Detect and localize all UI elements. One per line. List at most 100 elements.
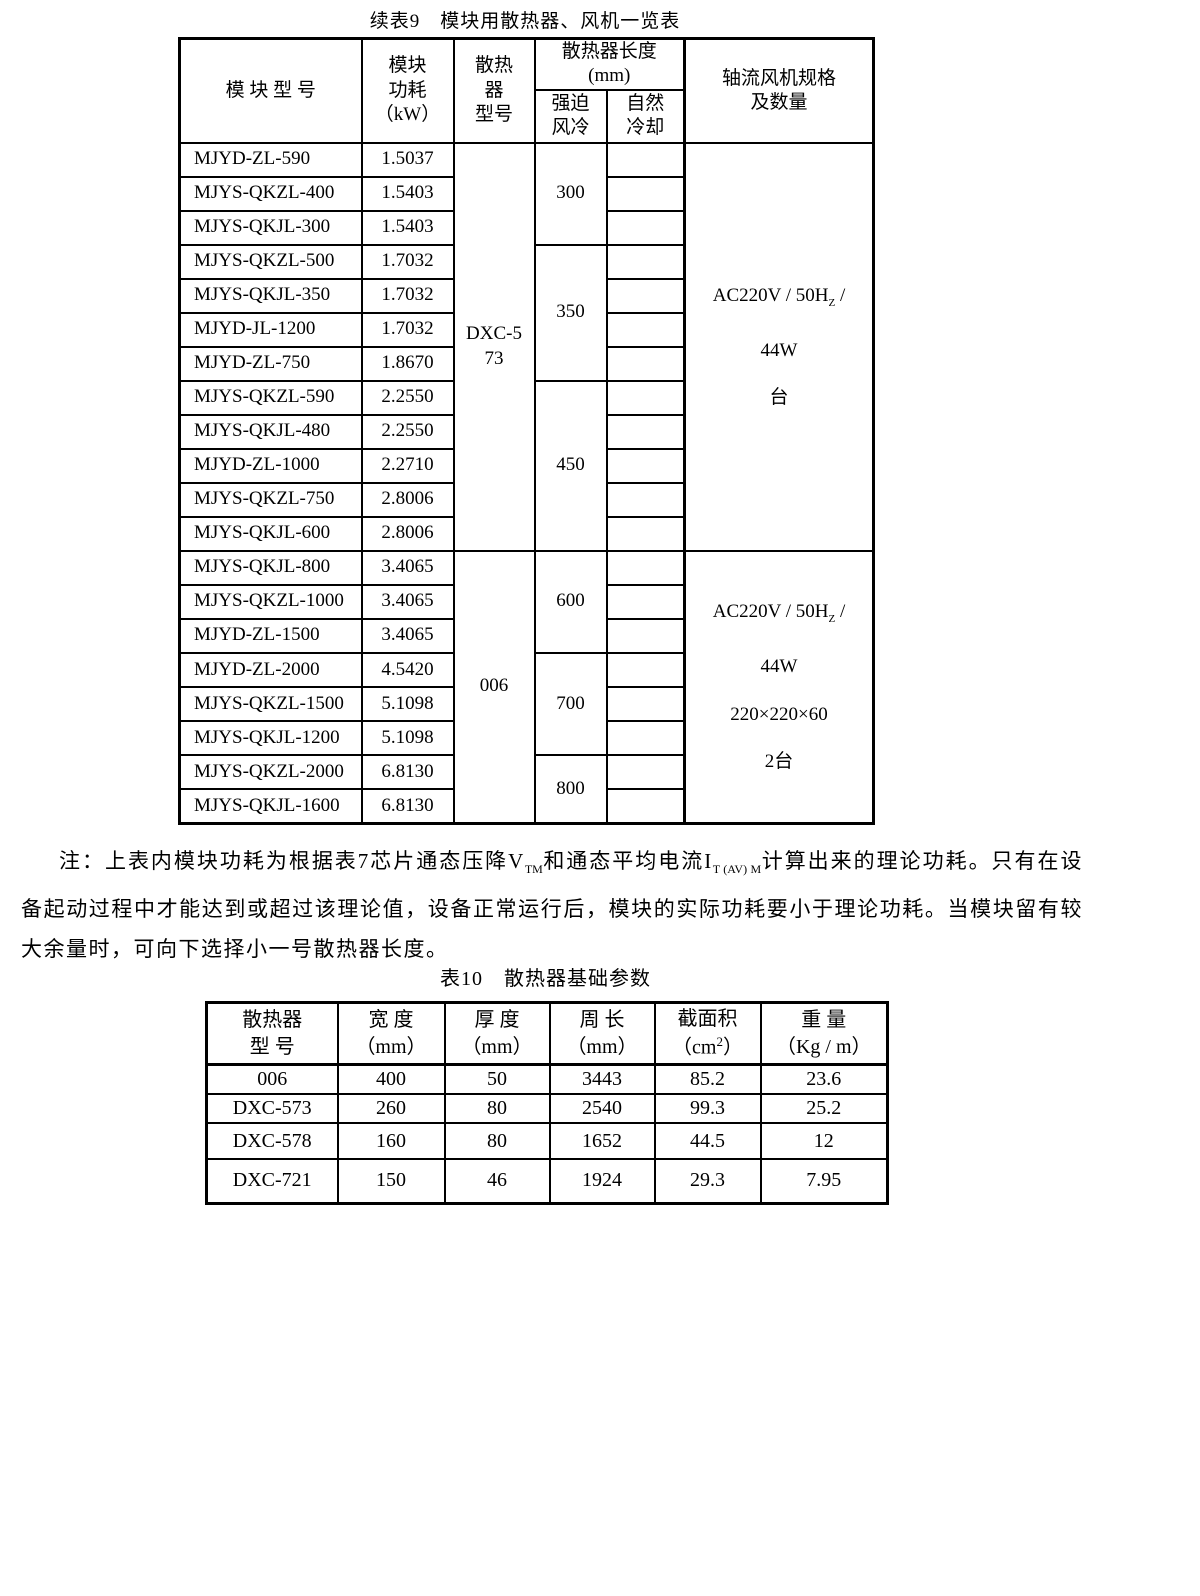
cell-heatsink: 006 <box>205 1063 339 1095</box>
header-width: 宽 度 （mm） <box>336 1001 446 1066</box>
cell-natural-cooling <box>605 481 686 518</box>
table-row: MJYD-ZL-2000 4.5420 700 <box>178 651 874 756</box>
header-natural-cooling: 自然 冷却 <box>605 88 686 144</box>
cell-model: MJYS-QKJL-800 <box>178 549 363 586</box>
cell-natural-cooling <box>605 719 686 756</box>
table-row: MJYS-QKJL-300 1.5403 <box>178 209 874 246</box>
cell-model: MJYS-QKJL-480 <box>178 413 363 450</box>
table-row: MJYS-QKJL-1600 6.8130 <box>178 788 874 825</box>
header-heatsink-model: 散热 器 型号 <box>452 37 536 144</box>
cell-model: MJYS-QKZL-2000 <box>178 753 363 791</box>
cell-model: MJYD-ZL-590 <box>178 141 363 178</box>
table-row: MJYS-QKJL-480 2.2550 <box>178 413 874 450</box>
table-row: MJYS-QKZL-750 2.8006 <box>178 481 874 518</box>
table-row: MJYD-ZL-1000 2.2710 <box>178 447 874 484</box>
fan-spec-line2: 44W <box>760 340 798 362</box>
cell-heatsink-model: 006 <box>452 549 536 825</box>
cell-area: 99.3 <box>653 1093 762 1124</box>
cell-perimeter: 2540 <box>548 1093 656 1124</box>
cell-natural-cooling <box>605 447 686 484</box>
table9-footnote: 注：上表内模块功耗为根据表7芯片通态压降VTM和通态平均电流IT (AV) M计… <box>21 849 1083 962</box>
table10-header-row: 散热器 型 号 宽 度 （mm） 厚 度 （mm） 周 长 （mm） 截面积 （c… <box>205 1001 889 1066</box>
cell-area: 85.2 <box>653 1063 762 1095</box>
cell-natural-cooling <box>605 413 686 450</box>
table9-title: 续表9 模块用散热器、风机一览表 <box>369 11 681 32</box>
cell-forced-length: 450 <box>533 379 608 552</box>
table-row: MJYS-QKZL-1000 3.4065 <box>178 583 874 620</box>
cell-width: 150 <box>336 1158 446 1204</box>
fan-spec-line1: AC220V / 50HZ / <box>712 284 846 309</box>
cell-forced-length: 700 <box>533 651 608 756</box>
header-module-power: 模块 功耗 （kW） <box>360 37 455 144</box>
cell-model: MJYD-ZL-1000 <box>178 447 363 484</box>
cell-thickness: 50 <box>443 1063 551 1095</box>
header-heatsink-model: 散热器 型 号 <box>205 1001 339 1066</box>
cell-heatsink: DXC-573 <box>205 1093 339 1124</box>
cell-model: MJYD-ZL-750 <box>178 345 363 382</box>
table-row: MJYD-ZL-750 1.8670 <box>178 345 874 382</box>
table-row: MJYD-ZL-590 1.5037 DXC-5 73 300 AC220V /… <box>178 141 875 552</box>
table-row: MJYS-QKJL-1200 5.1098 <box>178 719 874 756</box>
cell-natural-cooling <box>605 617 686 654</box>
cell-natural-cooling <box>605 753 686 791</box>
cell-power: 1.8670 <box>360 345 455 382</box>
cell-power: 4.5420 <box>360 651 455 688</box>
table-row: MJYD-JL-1200 1.7032 <box>178 311 874 348</box>
fan-spec-block: AC220V / 50HZ / 44W 220×220×60 2台 <box>688 576 872 797</box>
cell-heatsink: DXC-721 <box>205 1158 339 1204</box>
cell-natural-cooling <box>605 141 686 178</box>
cell-natural-cooling <box>605 209 686 246</box>
fan-spec-line3: 220×220×60 <box>730 703 828 725</box>
cell-model: MJYS-QKJL-1200 <box>178 719 363 756</box>
table-row: MJYS-QKZL-400 1.5403 <box>178 175 874 212</box>
cell-power: 3.4065 <box>360 583 455 620</box>
cell-power: 1.7032 <box>360 311 455 348</box>
cell-width: 260 <box>336 1093 446 1124</box>
cell-fan-spec: AC220V / 50HZ / 44W 220×220×60 2台 <box>683 549 875 825</box>
table-row: MJYS-QKJL-600 2.8006 <box>178 515 874 552</box>
header-heatsink-length: 散热器长度 (mm) <box>533 37 686 91</box>
cell-natural-cooling <box>605 277 686 314</box>
cell-forced-length: 800 <box>533 753 608 825</box>
cell-power: 2.2550 <box>360 379 455 416</box>
cell-natural-cooling <box>605 583 686 620</box>
cell-model: MJYS-QKJL-1600 <box>178 788 363 825</box>
table9-header-row-2: 强迫 风冷 自然 冷却 <box>180 88 874 144</box>
fan-spec-line4: 2台 <box>764 750 794 772</box>
table-row: 006 400 50 3443 85.2 23.6 <box>205 1063 889 1095</box>
cell-model: MJYS-QKJL-600 <box>178 515 363 552</box>
cell-power: 2.2710 <box>360 447 455 484</box>
cell-area: 29.3 <box>653 1158 762 1204</box>
table-row: DXC-578 160 80 1652 44.5 12 <box>205 1122 889 1160</box>
cell-weight: 7.95 <box>759 1158 889 1204</box>
header-axial-fan-spec: 轴流风机规格 及数量 <box>683 37 875 144</box>
table-row: MJYS-QKJL-800 3.4065 006 600 AC220V / 50… <box>178 549 875 825</box>
fan-spec-line2: 44W <box>760 656 798 678</box>
cell-thickness: 80 <box>443 1093 551 1124</box>
cell-perimeter: 1924 <box>548 1158 656 1204</box>
table-row: MJYS-QKZL-2000 6.8130 800 <box>178 753 874 825</box>
cell-power: 1.7032 <box>360 277 455 314</box>
header-forced-air: 强迫 风冷 <box>533 88 608 144</box>
table-row: MJYS-QKZL-500 1.7032 350 <box>178 243 874 382</box>
cell-power: 3.4065 <box>360 549 455 586</box>
cell-model: MJYS-QKZL-500 <box>178 243 363 280</box>
cell-model: MJYS-QKZL-400 <box>178 175 363 212</box>
header-module-model: 模 块 型 号 <box>178 37 363 144</box>
cell-model: MJYS-QKJL-350 <box>178 277 363 314</box>
cell-heatsink-model: DXC-5 73 <box>452 141 536 552</box>
fan-spec-line4: 台 <box>769 387 789 409</box>
cell-model: MJYD-JL-1200 <box>178 311 363 348</box>
table-row: DXC-573 260 80 2540 99.3 25.2 <box>205 1093 889 1124</box>
cell-natural-cooling <box>605 515 686 552</box>
cell-power: 1.5403 <box>360 175 455 212</box>
fan-spec-line1: AC220V / 50HZ / <box>712 601 846 626</box>
cell-thickness: 46 <box>443 1158 551 1204</box>
cell-model: MJYS-QKZL-1500 <box>178 685 363 722</box>
table9-header-row-1: 模 块 型 号 模块 功耗 （kW） 散热 器 型号 散热器长度 (mm) 轴流… <box>178 37 875 144</box>
cell-power: 6.8130 <box>360 753 455 791</box>
cell-natural-cooling <box>605 311 686 348</box>
cell-power: 1.5037 <box>360 141 455 178</box>
cell-model: MJYD-ZL-2000 <box>178 651 363 688</box>
